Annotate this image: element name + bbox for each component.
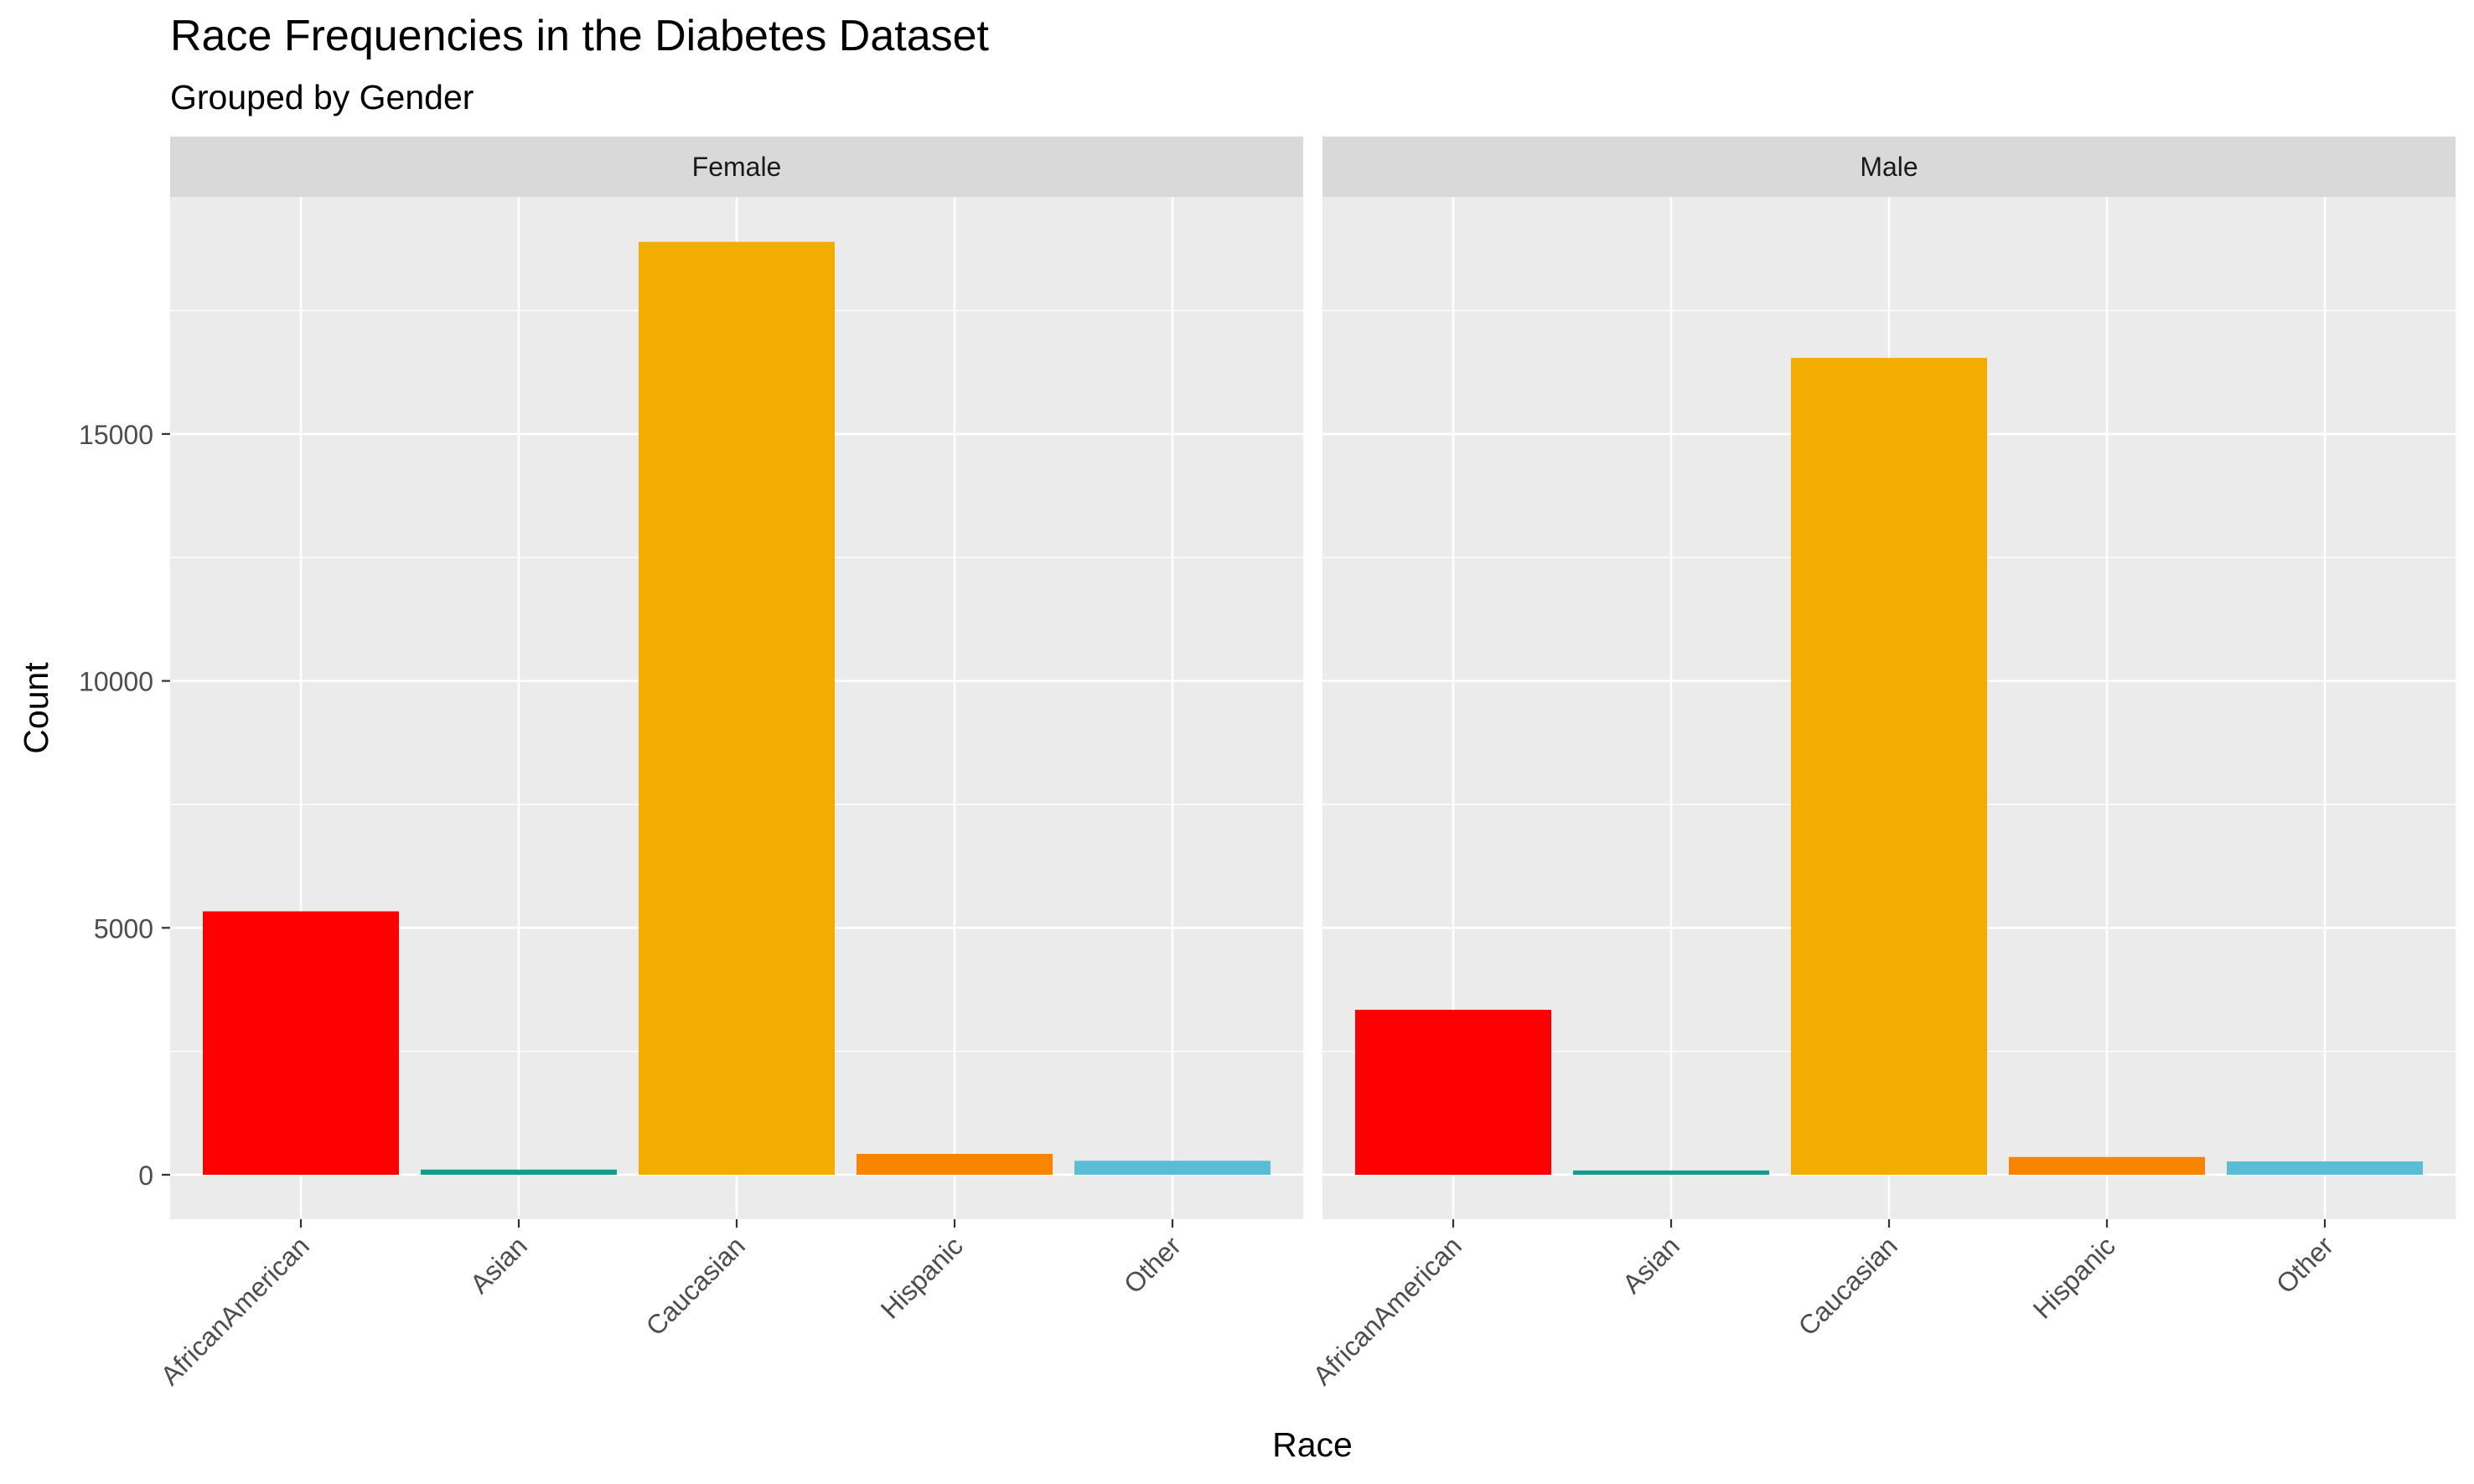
x-tick-label: Caucasian (640, 1230, 751, 1341)
x-tick-label: AfricanAmerican (155, 1230, 315, 1390)
y-tick-label: 15000 (79, 420, 153, 450)
bar-hispanic (857, 1154, 1053, 1175)
bar-caucasian (1791, 358, 1987, 1175)
bar-asian (421, 1169, 617, 1175)
bar-africanamerican (203, 911, 399, 1175)
facet-panels: Female AfricanAmerican Asian Caucasian Hispa… (155, 137, 2456, 1391)
facet-strip-label: Male (1860, 152, 1918, 182)
x-tick-label: Other (1118, 1230, 1187, 1299)
chart-subtitle: Grouped by Gender (170, 78, 474, 116)
y-tick-label: 0 (138, 1161, 153, 1191)
facet-panel-male: Male AfricanAmerican Asian Caucasian Hispani… (1307, 137, 2456, 1391)
x-tick-label: AfricanAmerican (1307, 1230, 1467, 1390)
facet-strip (170, 137, 1303, 197)
bar-caucasian (639, 241, 835, 1175)
bar-other (1074, 1161, 1271, 1175)
x-tick-label: Hispanic (2027, 1230, 2121, 1324)
x-tick-label: Asian (1617, 1230, 1685, 1299)
y-axis-title: Count (17, 662, 55, 754)
x-tick-label: Caucasian (1793, 1230, 1903, 1341)
x-axis-title: Race (1272, 1425, 1353, 1464)
x-tick-label: Other (2270, 1230, 2339, 1299)
bar-asian (1573, 1170, 1769, 1175)
y-axis: 0 5000 10000 15000 (79, 420, 170, 1191)
facet-strip-label: Female (692, 152, 782, 182)
facet-strip (1322, 137, 2456, 197)
y-tick-label: 5000 (94, 913, 153, 944)
bar-africanamerican (1355, 1010, 1551, 1175)
bar-hispanic (2009, 1156, 2205, 1175)
facet-panel-female: Female AfricanAmerican Asian Caucasian Hispa… (155, 137, 1303, 1391)
chart-title: Race Frequencies in the Diabetes Dataset (170, 12, 990, 60)
bar-other (2227, 1161, 2423, 1175)
x-tick-label: Asian (464, 1230, 533, 1299)
x-tick-label: Hispanic (875, 1230, 969, 1324)
y-tick-label: 10000 (79, 667, 153, 697)
